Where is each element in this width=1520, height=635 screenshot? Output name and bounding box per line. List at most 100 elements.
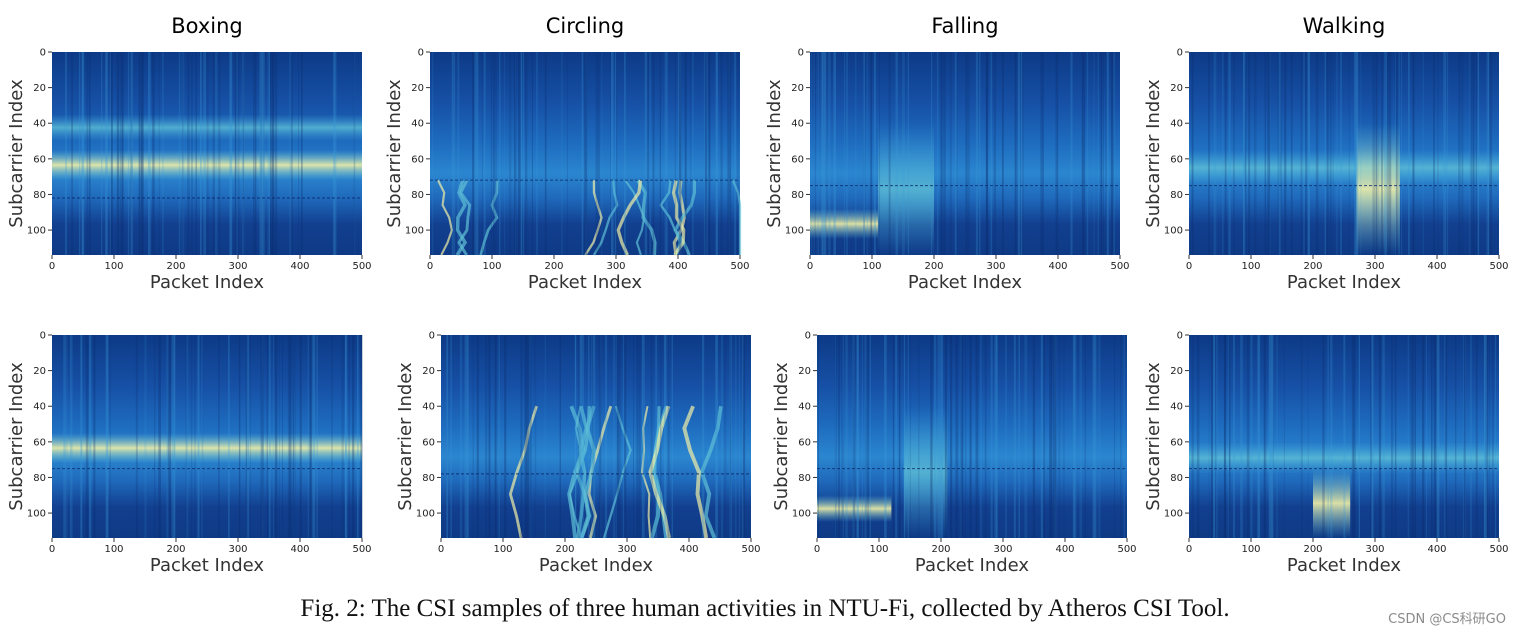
heatmap-streak <box>181 52 185 255</box>
heatmap-streak <box>574 335 577 538</box>
heatmap-streak <box>728 52 730 255</box>
heatmap-streak <box>1024 335 1028 538</box>
heatmap-streak <box>817 335 819 538</box>
heatmap-streak <box>624 335 627 538</box>
heatmap-streak <box>1462 335 1465 538</box>
heatmap-streak <box>1040 52 1044 255</box>
heatmap-streak <box>301 52 303 255</box>
x-tick-label: 0 <box>1186 544 1192 555</box>
heatmap-streak <box>250 335 251 538</box>
heatmap-streak <box>993 52 997 255</box>
heatmap-streak <box>457 52 460 255</box>
heatmap-streak <box>742 335 746 538</box>
heatmap-streak <box>1375 52 1378 255</box>
heatmap-streak <box>682 405 709 539</box>
heatmap-streak <box>476 335 478 538</box>
heatmap-streak <box>1120 335 1122 538</box>
heatmap-streak <box>933 335 937 538</box>
y-tick-label: 20 <box>422 366 435 377</box>
heatmap-streak <box>867 335 869 538</box>
heatmap-streak <box>611 52 614 255</box>
heatmap-streak <box>616 179 643 256</box>
y-tick-label: 0 <box>429 331 435 342</box>
heatmap-streak <box>821 52 825 255</box>
x-tick-label: 100 <box>104 544 123 555</box>
x-tick-label: 0 <box>1186 261 1192 272</box>
heatmap-streak <box>1303 52 1305 255</box>
heatmap-streak <box>981 335 983 538</box>
heatmap-streak <box>895 335 898 538</box>
heatmap-streak <box>1381 52 1383 255</box>
heatmap-streak <box>895 52 898 255</box>
heatmap-streak <box>1290 52 1293 255</box>
heatmap-streak <box>1271 335 1274 538</box>
heatmap-streak <box>1040 52 1043 255</box>
heatmap-streak <box>520 335 523 538</box>
heatmap-streak <box>1099 52 1103 255</box>
heatmap-streak <box>956 52 958 255</box>
y-tick-label: 100 <box>785 226 804 237</box>
heatmap-streak <box>870 52 873 255</box>
x-tick-label: 100 <box>869 544 888 555</box>
heatmap-streak <box>352 335 355 538</box>
heatmap-streak <box>1055 52 1057 255</box>
heatmap-streak <box>708 52 710 255</box>
heatmap-streak <box>140 52 142 255</box>
heatmap-streak <box>514 52 517 255</box>
heatmap-streak <box>269 335 271 538</box>
heatmap-streak <box>941 52 944 255</box>
heatmap-streak <box>852 335 856 538</box>
heatmap-streak <box>1495 335 1497 538</box>
y-tick-label: 0 <box>1177 331 1183 342</box>
heatmap-band <box>52 114 362 142</box>
x-tick-label: 500 <box>1489 261 1508 272</box>
heatmap-streak <box>599 335 602 538</box>
heatmap-streak <box>931 52 933 255</box>
heatmap-streak <box>508 405 538 539</box>
heatmap-streak <box>960 335 964 538</box>
heatmap-streak <box>1433 52 1435 255</box>
heatmap-streak <box>206 52 209 255</box>
heatmap-streak <box>107 335 109 538</box>
heatmap-streak <box>1098 335 1101 538</box>
heatmap-streak <box>884 335 887 538</box>
heatmap-streak <box>940 52 942 255</box>
heatmap-streak <box>813 52 815 255</box>
heatmap-streak <box>479 180 499 256</box>
heatmap-panel-circling-row2: 0 100 200 300 400 500 0 20 40 60 80 100 Packet Index… <box>395 331 761 577</box>
heatmap-streak <box>312 335 316 538</box>
heatmap-background <box>441 335 751 538</box>
heatmap-streak <box>474 52 477 255</box>
heatmap-streak <box>602 405 632 539</box>
x-tick-label: 500 <box>352 261 371 272</box>
heatmap-band <box>52 432 362 464</box>
heatmap-streak <box>158 335 161 538</box>
heatmap-streak <box>509 52 512 255</box>
heatmap-streak <box>487 335 490 538</box>
heatmap-streak <box>119 52 122 255</box>
heatmap-streak <box>1464 335 1466 538</box>
heatmap-streak <box>671 179 686 256</box>
heatmap-streak <box>168 335 171 538</box>
heatmap-streak <box>1081 52 1084 255</box>
heatmap-streak <box>344 335 346 538</box>
heatmap-streak <box>985 52 988 255</box>
heatmap-streak <box>966 52 968 255</box>
heatmap-streak <box>173 335 176 538</box>
x-tick-label: 300 <box>1365 544 1384 555</box>
heatmap-streak <box>1253 52 1257 255</box>
heatmap-streak <box>504 52 505 255</box>
heatmap-texture <box>63 335 363 538</box>
x-tick-label: 400 <box>1427 261 1446 272</box>
heatmap-streak <box>846 52 848 255</box>
y-tick-label: 100 <box>1164 226 1183 237</box>
heatmap-streak <box>684 52 687 255</box>
heatmap-streak <box>357 335 359 538</box>
heatmap-streak <box>592 180 619 256</box>
x-tick-label: 400 <box>1427 544 1446 555</box>
y-tick-label: 0 <box>1177 48 1183 59</box>
heatmap-streak <box>1489 52 1493 255</box>
y-tick-label: 0 <box>418 48 424 59</box>
heatmap-streak <box>1092 335 1095 538</box>
heatmap-streak <box>1470 52 1473 255</box>
